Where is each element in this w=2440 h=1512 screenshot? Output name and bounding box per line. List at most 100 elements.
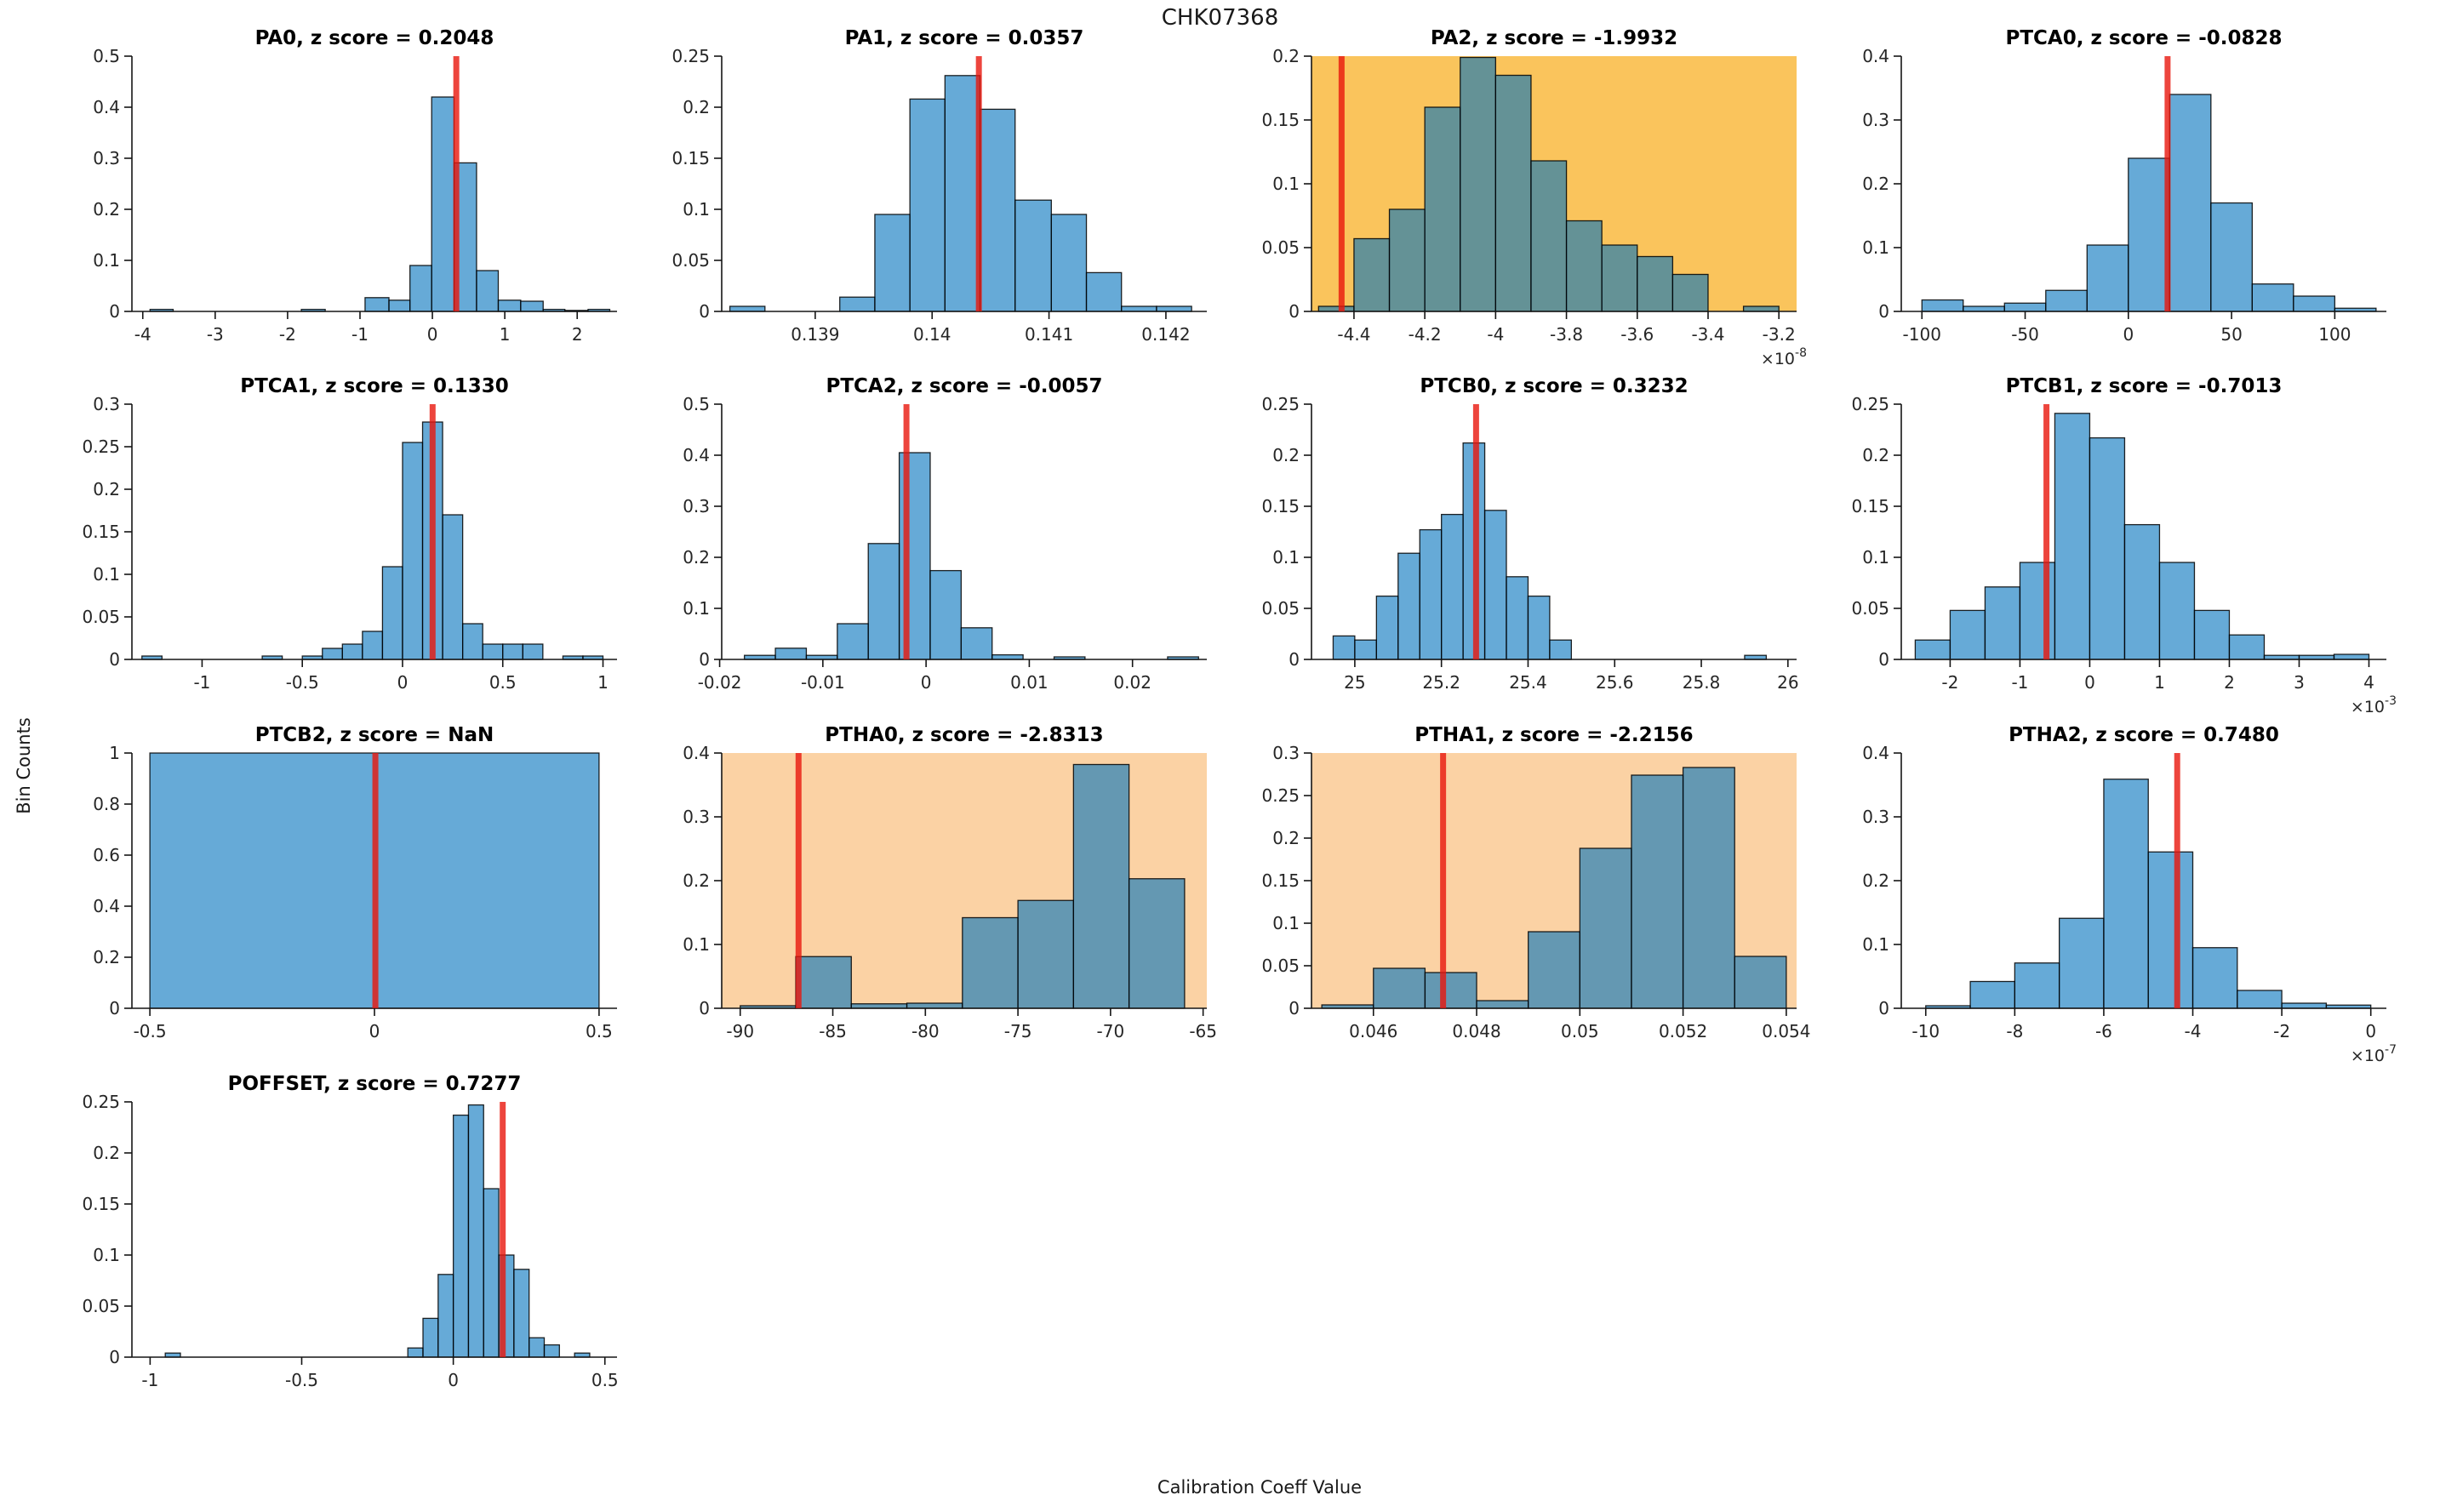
histogram-bar [1494,74,1532,312]
x-tick-label: -1 [193,672,210,693]
histogram-bar [2086,244,2129,312]
y-tick-label: 0 [1289,301,1300,322]
histogram-bar [1121,305,1157,312]
histogram-bar [2128,157,2170,312]
histogram-bar [962,916,1019,1009]
x-tick-label: -50 [2011,324,2039,345]
histogram-bar [1921,299,1964,312]
y-tick-label: 0 [699,301,710,322]
x-tick-label: -0.01 [801,672,845,693]
histogram-bar [543,1344,560,1358]
x-tick-label: 2 [572,324,583,345]
x-tick-label: 1 [500,324,511,345]
y-tick-label: 0.2 [1272,46,1300,66]
histogram-bar [839,296,876,312]
y-tick-label: 0 [1878,649,1889,670]
histogram-bar [1734,956,1787,1009]
x-tick-label: 100 [2318,324,2351,345]
histogram-bar [1601,244,1638,312]
histogram-bar [2123,523,2161,660]
histogram-bar [529,1337,546,1358]
subplot-title: PA1, z score = 0.0357 [845,27,1084,49]
histogram-bar [1506,576,1529,660]
axes: 0 0.05 0.1 0.15 0.2 0.25 0.139 0.14 0.141 0.142 [671,46,1207,345]
subplot-title: PTHA2, z score = 0.7480 [2009,724,2279,746]
y-tick-label: 0.05 [1851,598,1889,619]
y-tick-label: 0.4 [93,896,120,916]
y-tick-label: 0.1 [93,250,120,271]
x-axis-label: Calibration Coeff Value [1157,1477,1363,1498]
subplot-title: PA2, z score = -1.9932 [1431,27,1677,49]
y-tick-label: 0 [699,998,710,1018]
subplot-title: PTCA0, z score = -0.0828 [2005,27,2282,49]
x-tick-label: -90 [726,1021,754,1041]
y-tick-label: 0.2 [93,1143,120,1163]
z-score-marker-line [1472,404,1479,659]
y-tick-label: 0 [1878,998,1889,1018]
z-score-marker-line [2043,404,2050,659]
y-tick-label: 0.2 [683,97,710,117]
y-tick-label: 0.15 [1261,870,1300,891]
y-tick-label: 0.2 [93,479,120,499]
z-score-marker-line [429,404,436,659]
subplot-canvas: 0 0.05 0.1 0.15 0.2 0.25 -2 -1 0 1 2 3 4×10-3 PTCB1, … [1851,375,2397,716]
axes: 0 0.05 0.1 0.15 0.2 0.25 0.3 0.046 0.048 0.05 0.05… [1261,743,1810,1041]
y-tick-label: 0.15 [82,1194,120,1214]
y-tick-label: 0 [109,649,120,670]
histogram-bar [407,1347,424,1358]
z-score-marker-line [975,56,982,311]
histogram-bar [2003,302,2047,312]
x-tick-label: 0.054 [1762,1021,1810,1041]
histogram-bar [1156,305,1192,312]
histogram-bar [341,643,363,660]
y-tick-label: 0.2 [683,547,710,568]
histogram-bar [1637,255,1674,312]
z-score-marker-line [1440,753,1447,1008]
histogram-bar [874,214,911,312]
subplot-ptca0: 0 0.1 0.2 0.3 0.4 -100 -50 0 50 100 PTCA0, z score… [1808,18,2402,370]
y-tick-label: 0.3 [683,496,710,516]
y-tick-label: 0.05 [82,1296,120,1316]
axes: 0 0.1 0.2 0.3 0.4 -100 -50 0 50 100 [1862,46,2386,345]
histogram-bar [2281,1002,2328,1009]
subplot-canvas: 0 0.05 0.1 0.15 0.2 0.25 0.3 -1 -0.5 0 0.5 1 PTCA1, … [82,375,617,693]
y-tick-label: 0 [1289,649,1300,670]
y-tick-label: 0.3 [683,807,710,827]
histogram-bar [520,300,544,312]
z-score-marker-line [372,753,379,1008]
histogram-bar [1565,220,1603,312]
y-tick-label: 0.4 [683,445,710,465]
histogram-bar [1317,305,1355,312]
x-axis-exponent: ×10-8 [1761,346,1807,367]
y-tick-label: 0.1 [1272,174,1300,194]
histogram-bar [513,1269,530,1358]
y-tick-label: 0.25 [1851,394,1889,414]
y-tick-label: 0.3 [1862,807,1889,827]
subplot-title: PA0, z score = 0.2048 [255,27,494,49]
y-tick-label: 0 [699,649,710,670]
axes: 0 0.05 0.1 0.15 0.2 0.25 -1 -0.5 0 0.5 [82,1092,618,1390]
y-tick-label: 0.2 [1272,445,1300,465]
x-tick-label: 0.052 [1659,1021,1707,1041]
y-tick-label: 0 [109,1347,120,1367]
y-tick-label: 0.05 [82,607,120,627]
subplot-pa0: 0 0.1 0.2 0.3 0.4 0.5 -4 -3 -2 -1 0 1 2 PA0, z score … [38,18,632,370]
y-tick-label: 0.2 [1862,174,1889,194]
histogram-bar [1353,237,1391,312]
histogram-bar [2193,609,2231,660]
y-tick-label: 0.15 [1261,110,1300,130]
subplot-title: PTCB0, z score = 0.3232 [1420,375,1688,397]
y-tick-label: 0.15 [1851,496,1889,516]
y-tick-label: 0.25 [82,436,120,457]
y-tick-label: 0.25 [82,1092,120,1112]
histogram-bar [2054,413,2091,660]
histogram-bar [482,643,504,660]
z-score-marker-line [795,753,802,1008]
histogram-bar [2293,295,2336,312]
z-score-marker-line [2174,753,2180,1008]
y-tick-label: 0.1 [1862,237,1889,258]
histogram-bar [909,98,946,312]
y-tick-label: 0 [1878,301,1889,322]
x-tick-label: 0.5 [586,1021,613,1041]
